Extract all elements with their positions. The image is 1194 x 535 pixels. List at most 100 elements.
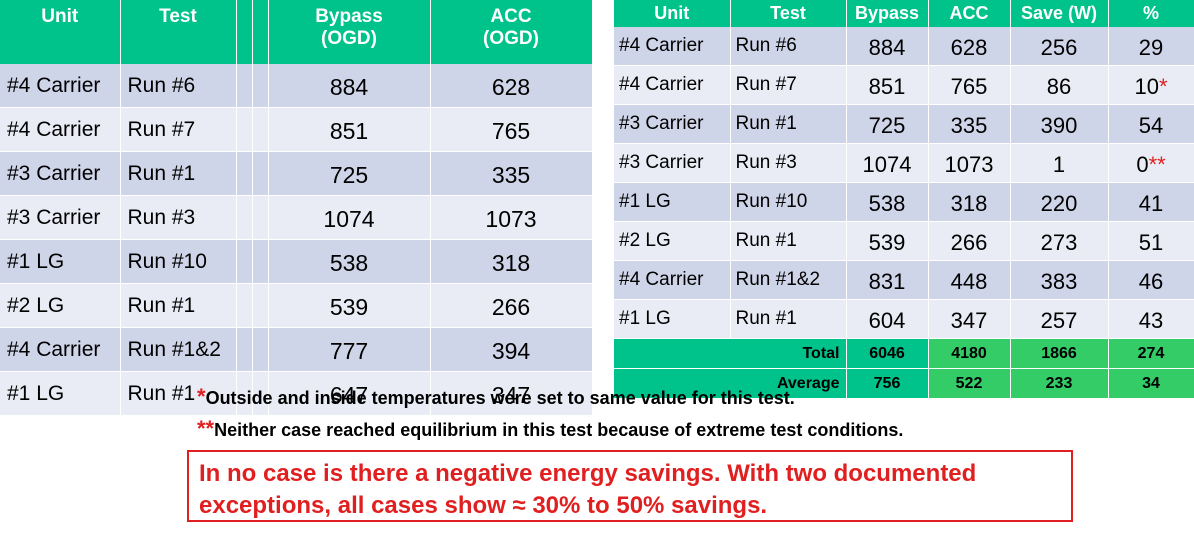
pct-cell: 46	[1108, 260, 1194, 300]
table-row: #1 LG Run #1 604 347 257 43	[614, 299, 1194, 339]
pct-cell: 10*	[1108, 65, 1194, 105]
bypass-cell: 851	[846, 65, 929, 105]
acc-cell: 266	[928, 221, 1011, 261]
unit-cell: #2 LG	[0, 283, 121, 328]
spacer-cell	[252, 195, 269, 240]
test-cell: Run #1	[730, 221, 847, 261]
table-row: #4 Carrier Run #1&2 777 394	[0, 327, 593, 372]
left-header-acc: ACC (OGD)	[430, 0, 593, 64]
right-header-pct: %	[1108, 0, 1194, 27]
unit-cell: #1 LG	[614, 182, 731, 222]
acc-cell: 335	[928, 104, 1011, 144]
test-cell: Run #6	[120, 64, 237, 108]
right-header-row: Unit Test Bypass ACC Save (W) %	[614, 0, 1194, 27]
total-save: 1866	[1010, 338, 1109, 369]
table-row: #4 Carrier Run #1&2 831 448 383 46	[614, 260, 1194, 300]
unit-cell: #4 Carrier	[0, 107, 121, 152]
total-label: Total	[614, 338, 847, 369]
bypass-cell: 539	[846, 221, 929, 261]
footnote-1-text: Outside and inside temperatures were set…	[205, 388, 795, 408]
save-cell: 273	[1010, 221, 1109, 261]
save-cell: 86	[1010, 65, 1109, 105]
left-table-body: #4 Carrier Run #6 884 628 #4 Carrier Run #7 85…	[0, 64, 593, 416]
total-pct: 274	[1108, 338, 1194, 369]
save-cell: 383	[1010, 260, 1109, 300]
test-cell: Run #7	[730, 65, 847, 105]
unit-cell: #4 Carrier	[0, 64, 121, 108]
acc-cell: 347	[430, 371, 593, 416]
left-header-acc-line2: (OGD)	[483, 28, 539, 49]
acc-cell: 1073	[928, 143, 1011, 183]
spacer-cell	[236, 195, 253, 240]
average-acc: 522	[928, 368, 1011, 399]
unit-cell: #3 Carrier	[614, 143, 731, 183]
right-header-bypass: Bypass	[846, 0, 929, 27]
spacer-cell	[252, 283, 269, 328]
acc-cell: 628	[430, 64, 593, 108]
pct-cell: 0**	[1108, 143, 1194, 183]
left-header-bypass: Bypass (OGD)	[268, 0, 431, 64]
table-row: #3 Carrier Run #1 725 335	[0, 151, 593, 196]
pct-value: 51	[1138, 229, 1164, 255]
savings-callout-box: In no case is there a negative energy sa…	[187, 450, 1073, 522]
right-header-test: Test	[730, 0, 847, 27]
bypass-cell: 777	[268, 327, 431, 372]
left-header-test: Test	[120, 0, 237, 64]
pct-value: 43	[1138, 307, 1164, 333]
footnote-2-asterisk: **	[197, 416, 215, 441]
test-cell: Run #1	[120, 371, 237, 416]
total-bypass: 6046	[846, 338, 929, 369]
callout-line-2: exceptions, all cases show ≈ 30% to 50% …	[199, 492, 768, 519]
average-pct: 34	[1108, 368, 1194, 399]
footnote-marker: **	[1148, 151, 1166, 177]
table-row: #3 Carrier Run #3 1074 1073 1 0**	[614, 143, 1194, 183]
left-header-bypass-line1: Bypass	[315, 6, 383, 27]
right-header-acc: ACC	[928, 0, 1011, 27]
total-row: Total 6046 4180 1866 274	[614, 338, 1194, 369]
unit-cell: #4 Carrier	[614, 260, 731, 300]
right-header-unit: Unit	[614, 0, 731, 27]
bypass-cell: 1074	[846, 143, 929, 183]
acc-cell: 765	[928, 65, 1011, 105]
table-row: #1 LG Run #10 538 318	[0, 239, 593, 284]
average-row: Average 756 522 233 34	[614, 368, 1194, 399]
test-cell: Run #1	[730, 104, 847, 144]
spacer-cell	[236, 327, 253, 372]
callout-line-1: In no case is there a negative energy sa…	[199, 460, 977, 487]
bypass-cell: 1074	[268, 195, 431, 240]
pct-value: 46	[1138, 268, 1164, 294]
bypass-cell: 725	[268, 151, 431, 196]
save-cell: 257	[1010, 299, 1109, 339]
unit-cell: #1 LG	[614, 299, 731, 339]
bypass-cell: 538	[268, 239, 431, 284]
unit-cell: #1 LG	[0, 371, 121, 416]
average-save: 233	[1010, 368, 1109, 399]
pct-value: 0	[1136, 151, 1149, 177]
test-cell: Run #1	[120, 151, 237, 196]
average-bypass: 756	[846, 368, 929, 399]
table-row: #2 LG Run #1 539 266 273 51	[614, 221, 1194, 261]
pct-cell: 43	[1108, 299, 1194, 339]
spacer-cell	[236, 107, 253, 152]
bypass-cell: 604	[846, 299, 929, 339]
acc-cell: 318	[430, 239, 593, 284]
acc-cell: 1073	[430, 195, 593, 240]
spacer-cell	[252, 107, 269, 152]
bypass-cell: 538	[846, 182, 929, 222]
pct-cell: 54	[1108, 104, 1194, 144]
pct-value: 41	[1138, 190, 1164, 216]
average-label: Average	[614, 368, 847, 399]
table-row: #3 Carrier Run #1 725 335 390 54	[614, 104, 1194, 144]
save-cell: 1	[1010, 143, 1109, 183]
spacer-cell	[252, 371, 269, 416]
unit-cell: #4 Carrier	[614, 27, 731, 66]
left-header-spacer	[236, 0, 253, 64]
save-cell: 220	[1010, 182, 1109, 222]
spacer-cell	[252, 151, 269, 196]
test-cell: Run #7	[120, 107, 237, 152]
spacer-cell	[236, 283, 253, 328]
pct-cell: 51	[1108, 221, 1194, 261]
bypass-cell: 647	[268, 371, 431, 416]
bypass-cell: 539	[268, 283, 431, 328]
spacer-cell	[252, 239, 269, 284]
